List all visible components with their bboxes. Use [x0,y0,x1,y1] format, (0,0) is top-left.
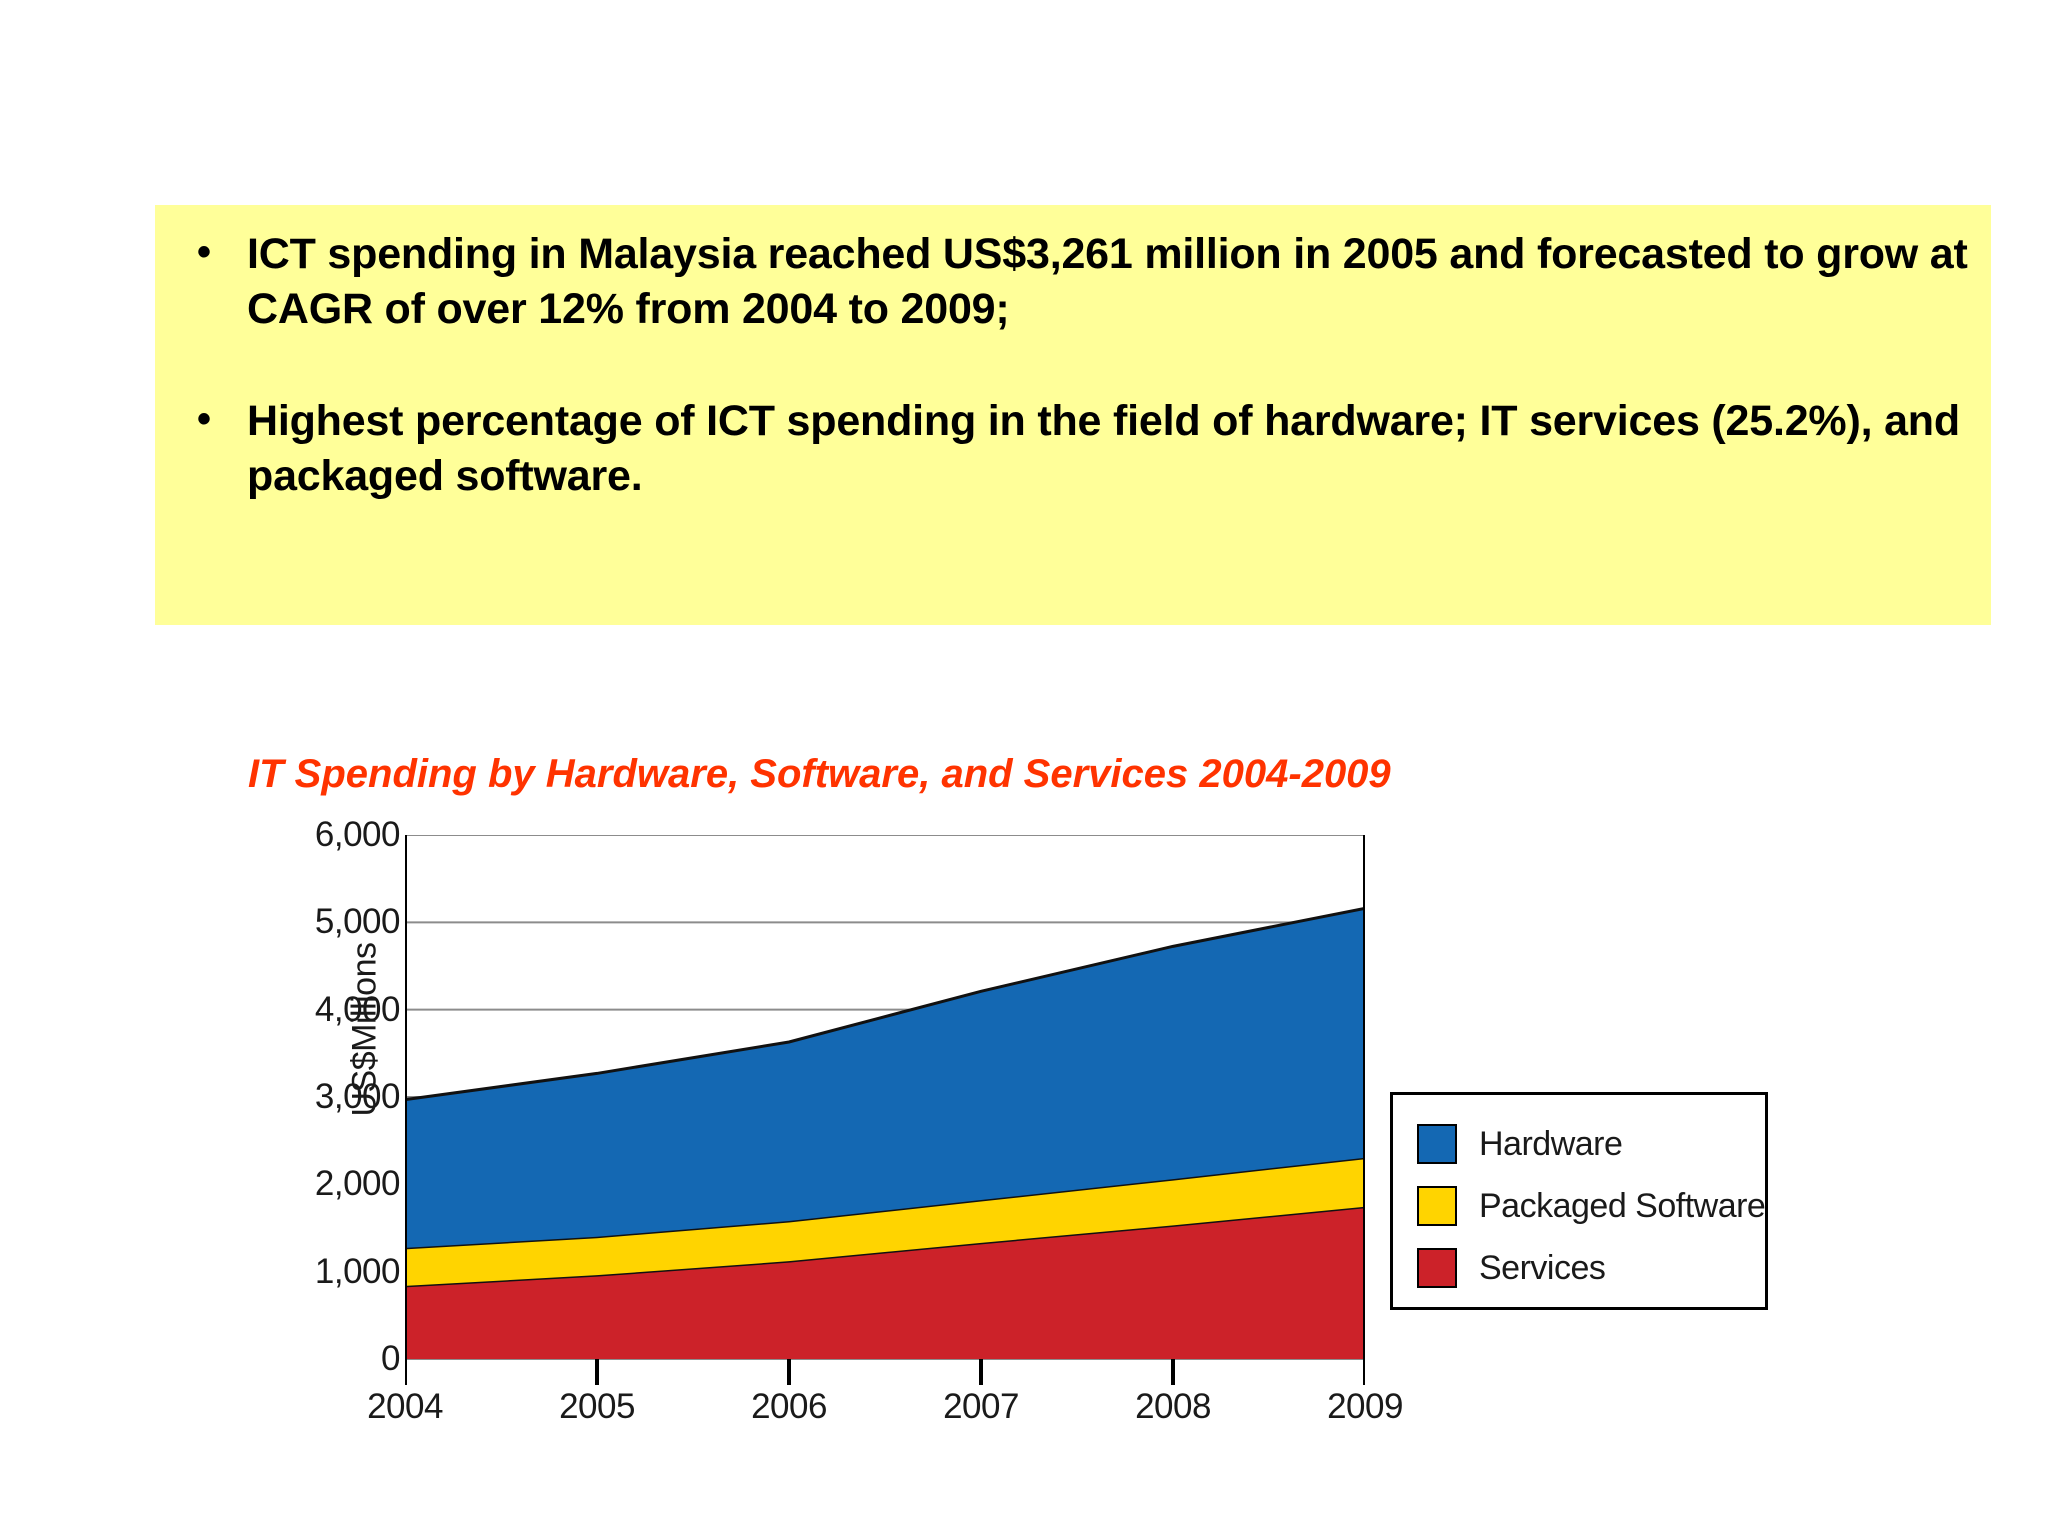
chart-plot-wrapper: US$Millions 6,000 5,000 4,000 3,000 2,000 1,0… [245,815,1425,1455]
bullet-item-1-text: ICT spending in Malaysia reached US$3,26… [247,230,1968,333]
y-axis-tick-label: 1,000 [314,1251,401,1291]
legend-item-label: Services [1479,1248,1606,1287]
area-boundary-line [405,906,1365,1102]
area-series-packaged-software [405,1157,1365,1286]
legend-item[interactable]: Packaged Software [1417,1175,1766,1237]
legend-color-swatch-icon [1417,1248,1457,1288]
x-axis-tick-label: 2006 [751,1387,827,1426]
chart-container: IT Spending by Hardware, Software, and S… [0,740,2048,1536]
chart-area-series [405,906,1365,1359]
legend-color-swatch-icon [1417,1124,1457,1164]
bullet-marker-icon: • [197,397,211,442]
x-axis-ticks [405,1359,1365,1385]
area-series-services [405,1206,1365,1359]
bullet-spacer [175,336,1971,394]
legend-item[interactable]: Services [1417,1237,1765,1299]
x-axis-tick-label: 2005 [559,1387,635,1426]
y-axis-tick-label: 5,000 [314,902,401,942]
y-axis-tick-label: 3,000 [314,1077,401,1116]
stacked-area-plot [405,835,1365,1385]
area-series-hardware [405,908,1365,1248]
bullet-text-panel: • ICT spending in Malaysia reached US$3,… [155,205,1991,625]
legend-item-label: Packaged Software [1479,1186,1766,1225]
x-axis-tick-label: 2004 [367,1387,443,1426]
legend-item-label: Hardware [1479,1124,1623,1163]
x-axis-tick-label: 2008 [1135,1387,1211,1426]
x-axis-tick-label: 2009 [1327,1387,1403,1426]
bullet-item-1: • ICT spending in Malaysia reached US$3,… [175,227,1971,336]
chart-title: IT Spending by Hardware, Software, and S… [248,752,1391,796]
bullet-item-2: • Highest percentage of ICT spending in … [175,394,1971,503]
bullet-marker-icon: • [197,230,211,274]
y-axis-tick-label: 0 [381,1339,400,1378]
y-axis-tick-label: 2,000 [314,1164,401,1204]
chart-legend: Hardware Packaged Software Services [1390,1092,1768,1310]
legend-item[interactable]: Hardware [1417,1113,1765,1175]
y-axis-tick-label: 6,000 [314,815,401,854]
y-axis-tick-labels: 6,000 5,000 4,000 3,000 2,000 1,000 0 [245,815,401,1378]
legend-color-swatch-icon [1417,1186,1457,1226]
x-axis-tick-label: 2007 [943,1387,1019,1426]
y-axis-tick-label: 4,000 [314,989,401,1029]
bullet-item-2-text: Highest percentage of ICT spending in th… [247,397,1960,500]
